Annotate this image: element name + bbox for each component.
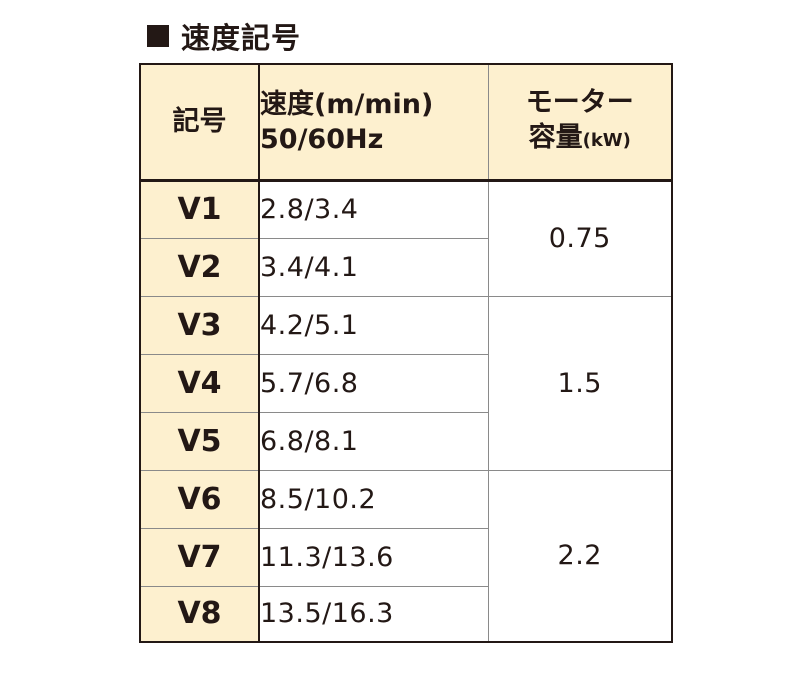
speed-code-table: 記号 速度(m/min) 50/60Hz モーター 容量(kW) V1 2.8/3…	[139, 63, 673, 643]
header-motor-capacity: 容量	[528, 122, 583, 154]
section-title: 速度記号	[147, 16, 301, 56]
table-row: V5 6.8/8.1	[139, 411, 672, 471]
header-code-label: 記号	[172, 106, 227, 138]
header-speed-frequency: 50/60Hz	[260, 123, 384, 155]
speed-code-cell: V7	[139, 527, 260, 587]
speed-code-cell: V8	[139, 585, 260, 643]
speed-code-cell: V5	[139, 411, 260, 471]
speed-code-cell: V2	[139, 237, 260, 297]
table-row: V8 13.5/16.3	[139, 585, 672, 643]
speed-value-cell: 6.8/8.1	[258, 411, 489, 471]
speed-value-cell: 5.7/6.8	[258, 353, 489, 413]
table-row: V4 5.7/6.8	[139, 353, 672, 413]
speed-value-cell: 8.5/10.2	[258, 469, 489, 529]
speed-code-cell: V4	[139, 353, 260, 413]
header-speed-label: 速度(m/min)	[260, 88, 434, 120]
table-body: V1 2.8/3.4 0.75 V2 3.4/4.1 V3 4.2/5.1 1.5 V4 5.7/…	[139, 179, 673, 643]
speed-value-cell: 2.8/3.4	[258, 179, 489, 239]
motor-capacity-cell: 1.5	[487, 295, 673, 471]
table-header-row: 記号 速度(m/min) 50/60Hz モーター 容量(kW)	[139, 63, 673, 182]
header-speed: 速度(m/min) 50/60Hz	[258, 63, 489, 182]
header-code: 記号	[139, 63, 260, 182]
table-row: V7 11.3/13.6	[139, 527, 672, 587]
speed-value-cell: 3.4/4.1	[258, 237, 489, 297]
speed-code-cell: V1	[139, 179, 260, 239]
speed-value-cell: 11.3/13.6	[258, 527, 489, 587]
header-motor-unit: (kW)	[582, 130, 631, 152]
speed-value-cell: 4.2/5.1	[258, 295, 489, 355]
header-motor: モーター 容量(kW)	[487, 63, 673, 182]
speed-code-cell: V3	[139, 295, 260, 355]
section-title-text: 速度記号	[181, 21, 302, 55]
table-row: V3 4.2/5.1 1.5	[139, 295, 673, 471]
header-motor-label: モーター	[525, 87, 634, 119]
motor-capacity-cell: 2.2	[487, 469, 673, 643]
motor-capacity-cell: 0.75	[487, 179, 673, 297]
speed-code-cell: V6	[139, 469, 260, 529]
table-row: V1 2.8/3.4 0.75	[139, 179, 673, 297]
speed-value-cell: 13.5/16.3	[258, 585, 489, 643]
square-bullet-icon	[147, 25, 169, 47]
table-row: V6 8.5/10.2 2.2	[139, 469, 673, 643]
table-row: V2 3.4/4.1	[139, 237, 672, 297]
